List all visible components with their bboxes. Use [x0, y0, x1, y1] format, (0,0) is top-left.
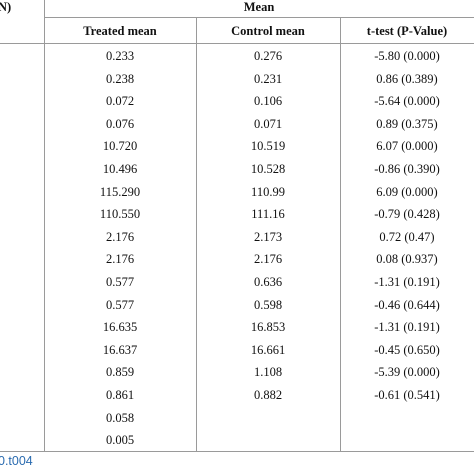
- t-test-cell: -0.46 (0.644): [374, 297, 440, 312]
- t-test-cell: -5.39 (0.000): [374, 365, 440, 380]
- table-row: 0.577 0.636 -1.31 (0.191): [0, 271, 474, 294]
- control-mean-cell: 111.16: [251, 207, 285, 222]
- control-mean-cell: 2.176: [253, 252, 283, 267]
- t-test-cell: -0.61 (0.541): [374, 388, 440, 402]
- control-mean-cell: 0.071: [253, 116, 283, 131]
- header-treated-mean: Treated mean: [83, 24, 157, 38]
- header-rule-bottom: [0, 43, 474, 44]
- t-test-cell: 0.86 (0.389): [376, 71, 438, 86]
- t-test-cell: -5.64 (0.000): [374, 94, 440, 109]
- table-row: 0.076 0.071 0.89 (0.375): [0, 113, 474, 136]
- table-row: 0.577 0.598 -0.46 (0.644): [0, 294, 474, 317]
- t-test-cell: -0.45 (0.650): [374, 342, 440, 357]
- treated-mean-cell: 0.577: [105, 297, 135, 312]
- table-row: 0.233 0.276 -5.80 (0.000): [0, 45, 474, 68]
- left-column-header-fragment: N): [0, 0, 12, 14]
- table-row: 0.859 1.108 -5.39 (0.000): [0, 361, 474, 384]
- control-mean-cell: 2.173: [253, 229, 283, 244]
- treated-mean-cell: 0.005: [105, 433, 135, 448]
- t-test-cell: 0.72 (0.47): [379, 229, 435, 244]
- control-mean-cell: 16.853: [250, 320, 286, 335]
- treated-mean-cell: 10.720: [102, 139, 138, 154]
- header-control-mean: Control mean: [231, 24, 305, 38]
- t-test-cell: -1.31 (0.191): [374, 275, 440, 289]
- control-mean-cell: 16.661: [250, 342, 286, 357]
- table-row: 10.496 10.528 -0.86 (0.390): [0, 158, 474, 181]
- t-test-cell: -0.79 (0.428): [374, 207, 440, 222]
- table-doi-link-fragment[interactable]: 0.t004: [0, 454, 33, 468]
- treated-mean-cell: 2.176: [105, 252, 135, 267]
- header-rule-top: [44, 17, 474, 18]
- t-test-cell: 0.89 (0.375): [376, 116, 438, 131]
- t-test-cell: 6.09 (0.000): [376, 184, 438, 199]
- treated-mean-cell: 0.233: [105, 49, 135, 63]
- column-divider-left: [44, 0, 45, 452]
- table-row: 115.290 110.99 6.09 (0.000): [0, 181, 474, 204]
- treated-mean-cell: 0.072: [105, 94, 135, 109]
- table-row: 16.635 16.853 -1.31 (0.191): [0, 316, 474, 339]
- treated-mean-cell: 10.496: [102, 162, 138, 176]
- mean-group-header: Mean: [243, 0, 275, 14]
- table-row: 0.072 0.106 -5.64 (0.000): [0, 90, 474, 113]
- treated-mean-cell: 0.238: [105, 71, 135, 86]
- treated-mean-cell: 110.550: [99, 207, 141, 222]
- table-row: 0.861 0.882 -0.61 (0.541): [0, 384, 474, 407]
- table-row: 2.176 2.176 0.08 (0.937): [0, 248, 474, 271]
- control-mean-cell: 0.276: [253, 49, 283, 63]
- control-mean-cell: 0.231: [253, 71, 283, 86]
- treated-mean-cell: 0.861: [105, 388, 135, 402]
- t-test-cell: -1.31 (0.191): [374, 320, 440, 335]
- control-mean-cell: 10.519: [250, 139, 286, 154]
- table-row: 16.637 16.661 -0.45 (0.650): [0, 339, 474, 362]
- control-mean-cell: 0.106: [253, 94, 283, 109]
- table-row: 0.058: [0, 407, 474, 430]
- treated-mean-cell: 115.290: [99, 184, 141, 199]
- control-mean-cell: 1.108: [253, 365, 283, 380]
- control-mean-cell: 110.99: [251, 184, 285, 199]
- t-test-cell: 6.07 (0.000): [376, 139, 438, 154]
- table-row: 10.720 10.519 6.07 (0.000): [0, 135, 474, 158]
- treated-mean-cell: 16.637: [102, 342, 138, 357]
- t-test-cell: 0.08 (0.937): [376, 252, 438, 267]
- t-test-cell: -5.80 (0.000): [374, 49, 440, 63]
- treated-mean-cell: 2.176: [105, 229, 135, 244]
- treated-mean-cell: 0.577: [105, 275, 135, 289]
- treated-mean-cell: 0.859: [105, 365, 135, 380]
- treated-mean-cell: 0.058: [105, 410, 135, 425]
- control-mean-cell: 0.882: [253, 388, 283, 402]
- column-divider-2: [340, 18, 341, 452]
- table-bottom-rule: [0, 451, 474, 452]
- table-row: 110.550 111.16 -0.79 (0.428): [0, 203, 474, 226]
- header-t-test: t-test (P-Value): [366, 24, 448, 38]
- column-divider-1: [196, 18, 197, 452]
- control-mean-cell: 0.598: [253, 297, 283, 312]
- treated-mean-cell: 0.076: [105, 116, 135, 131]
- t-test-cell: -0.86 (0.390): [374, 162, 440, 176]
- table-row: 0.238 0.231 0.86 (0.389): [0, 68, 474, 91]
- control-mean-cell: 0.636: [253, 275, 283, 289]
- table-row: 2.176 2.173 0.72 (0.47): [0, 226, 474, 249]
- treated-mean-cell: 16.635: [102, 320, 138, 335]
- table-row: 0.005: [0, 429, 474, 452]
- control-mean-cell: 10.528: [250, 162, 286, 176]
